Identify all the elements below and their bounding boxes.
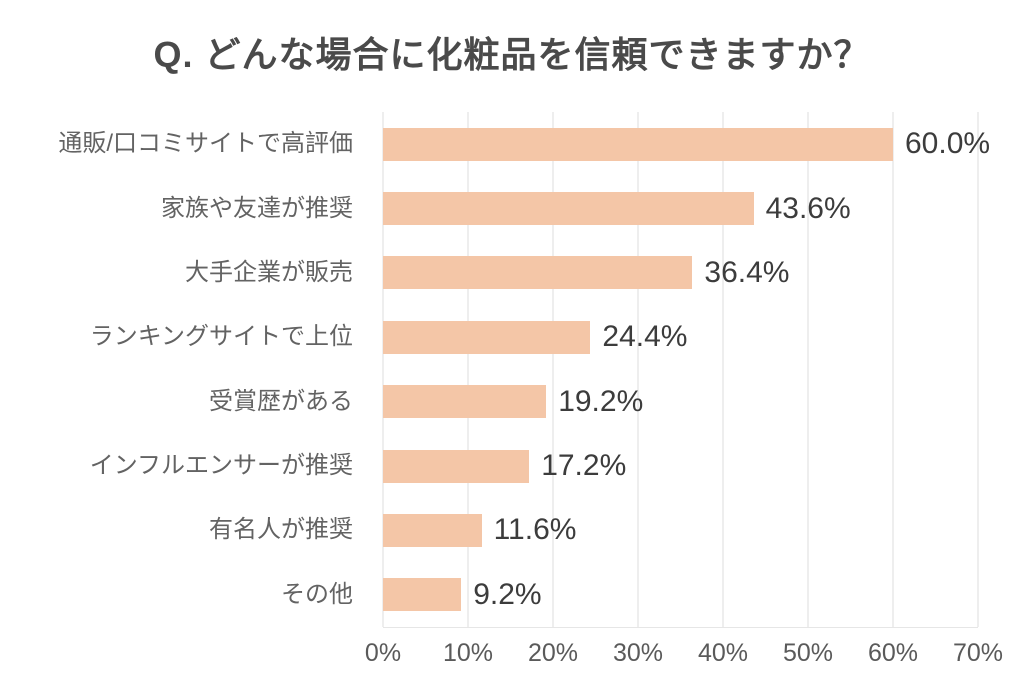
bar-row: 通販/口コミサイトで高評価 60.0% — [58, 112, 990, 176]
x-tick-label: 70% — [952, 639, 1004, 667]
value-label: 19.2% — [558, 384, 644, 418]
category-label: インフルエンサーが推奨 — [89, 452, 353, 480]
category-label: 大手企業が販売 — [185, 258, 353, 286]
plot-area: 通販/口コミサイトで高評価 60.0% 家族や友達が推奨 43.6% 大手企業が販売 36… — [58, 112, 990, 628]
bar — [383, 385, 547, 419]
bar-row: インフルエンサーが推奨 17.2% — [90, 434, 978, 498]
value-label: 17.2% — [541, 449, 627, 483]
value-label: 9.2% — [473, 577, 542, 611]
value-label: 43.6% — [765, 191, 851, 225]
bar-row: 有名人が推奨 11.6% — [209, 498, 978, 562]
gridline-10% — [467, 112, 469, 627]
x-tick-label: 10% — [442, 639, 494, 667]
bar-row: ランキングサイトで上位 24.4% — [90, 305, 978, 369]
gridline-20% — [552, 112, 554, 627]
value-label: 36.4% — [704, 255, 790, 289]
bar — [383, 449, 530, 483]
gridline-0% — [382, 112, 384, 627]
x-tick-label: 30% — [612, 639, 664, 667]
gridline-50% — [807, 112, 809, 627]
bar — [383, 127, 893, 161]
x-tick-label: 20% — [527, 639, 579, 667]
bar-rows-group: 通販/口コミサイトで高評価 60.0% 家族や友達が推奨 43.6% 大手企業が販売 36… — [58, 112, 990, 627]
value-label: 24.4% — [602, 320, 688, 354]
bar-row: その他 9.2% — [281, 563, 978, 627]
category-label: 家族や友達が推奨 — [161, 194, 353, 222]
gridline-40% — [722, 112, 724, 627]
x-tick-label: 0% — [364, 639, 402, 667]
category-label: その他 — [281, 580, 353, 608]
x-tick-label: 40% — [697, 639, 749, 667]
value-label: 60.0% — [905, 127, 991, 161]
category-label: ランキングサイトで上位 — [89, 323, 353, 351]
bar — [383, 578, 462, 612]
value-label: 11.6% — [493, 513, 577, 547]
bar — [383, 192, 754, 226]
bar-row: 大手企業が販売 36.4% — [185, 241, 978, 305]
x-axis: 0% 10% 20% 30% 40% 50% 60% 70% — [365, 639, 1003, 671]
category-label: 受賞歴がある — [209, 387, 353, 415]
category-label: 通販/口コミサイトで高評価 — [58, 130, 353, 158]
chart-title: Q. どんな場合に化粧品を信頼できますか？ — [153, 34, 871, 75]
gridline-60% — [892, 112, 894, 627]
gridline-70% — [977, 112, 979, 627]
bar-row: 家族や友達が推奨 43.6% — [161, 176, 978, 240]
category-label: 有名人が推奨 — [209, 516, 353, 544]
x-tick-label: 50% — [782, 639, 834, 667]
bar-row: 受賞歴がある 19.2% — [209, 370, 978, 434]
x-tick-label: 60% — [867, 639, 919, 667]
gridline-30% — [637, 112, 639, 627]
bar — [383, 320, 591, 354]
bar — [383, 513, 482, 547]
bar — [383, 256, 693, 290]
